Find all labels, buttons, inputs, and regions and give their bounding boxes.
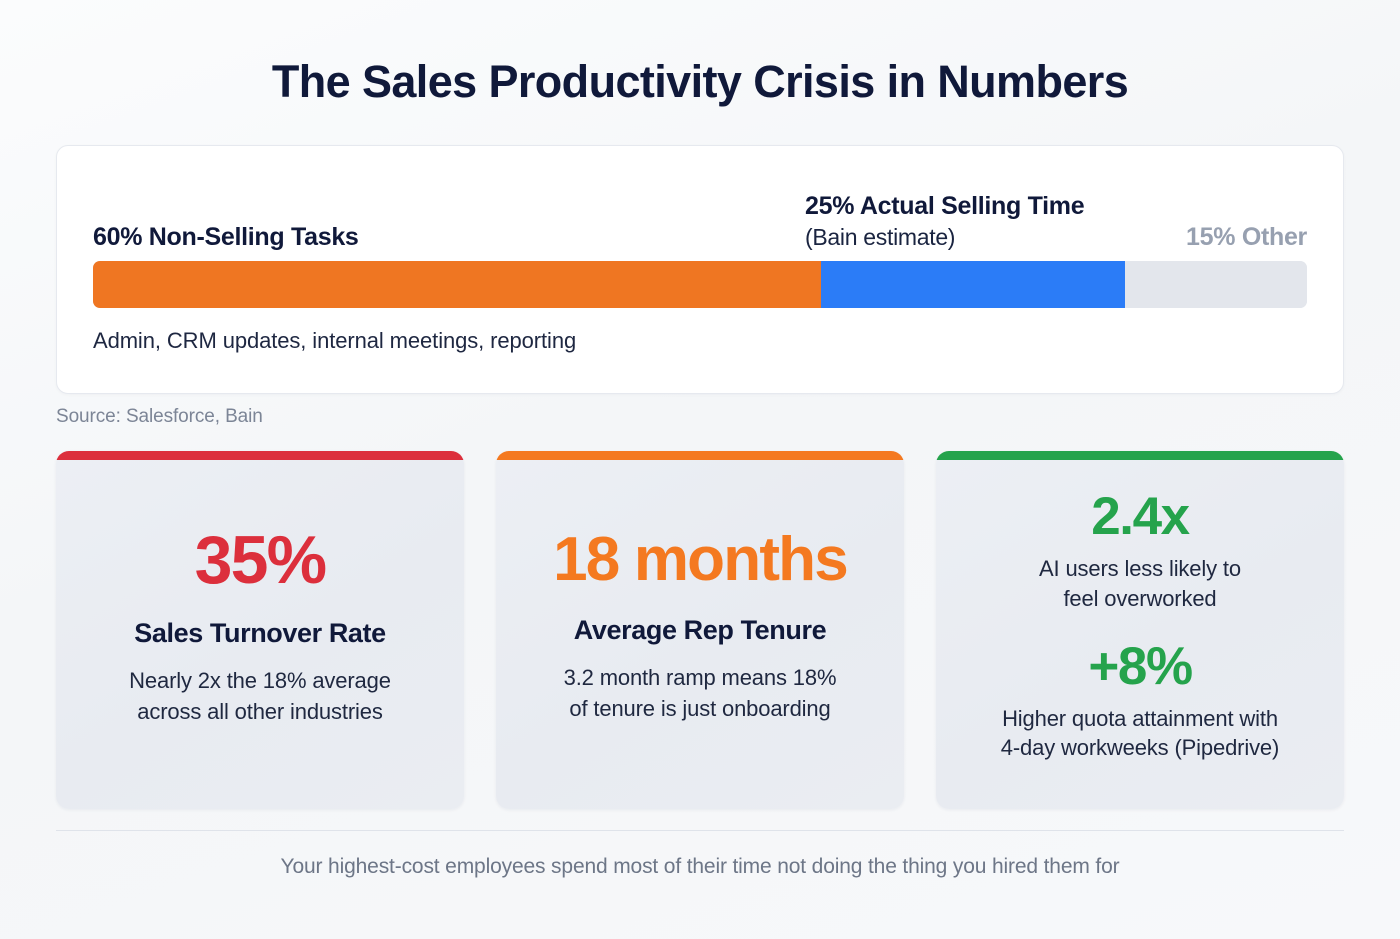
stat-value: 35% xyxy=(194,522,327,599)
mini-stat-description-line1: AI users less likely to xyxy=(1039,556,1241,582)
mini-stat-description: AI users less likely to feel overworked xyxy=(1039,554,1241,613)
stat-description-line1: Nearly 2x the 18% average xyxy=(129,668,391,694)
mini-stat-description: Higher quota attainment with 4-day workw… xyxy=(1000,704,1280,763)
stat-description: 3.2 month ramp means 18% of tenure is ju… xyxy=(564,663,837,724)
mini-stat-value: +8% xyxy=(1088,636,1193,696)
mini-stat-value: 2.4x xyxy=(1091,487,1190,547)
bar-segment-other xyxy=(1124,260,1307,308)
bar-label-non-selling: 60% Non-Selling Tasks xyxy=(93,223,359,251)
stat-label: Average Rep Tenure xyxy=(573,615,827,646)
footer-takeaway: Your highest-cost employees spend most o… xyxy=(280,854,1120,878)
stat-card-turnover: 35% Sales Turnover Rate Nearly 2x the 18… xyxy=(56,450,464,809)
bar-label-other: 15% Other xyxy=(1186,223,1307,251)
stat-card-tenure: 18 months Average Rep Tenure 3.2 month r… xyxy=(496,450,904,809)
bar-label-selling-note: (Bain estimate) xyxy=(805,224,956,250)
bar-label-selling: 25% Actual Selling Time (Bain estimate) xyxy=(805,191,1105,254)
stat-card-ai-upside: 2.4x AI users less likely to feel overwo… xyxy=(936,450,1344,809)
bar-label-row: 60% Non-Selling Tasks 25% Actual Selling… xyxy=(93,176,1307,254)
bar-label-selling-bold: 25% Actual Selling Time xyxy=(805,191,1085,220)
mini-stat-quota-attainment: +8% Higher quota attainment with 4-day w… xyxy=(1000,636,1280,763)
stacked-bar-track xyxy=(93,260,1307,308)
bar-segment-selling xyxy=(821,260,1125,308)
stat-label: Sales Turnover Rate xyxy=(134,618,386,649)
page-title: The Sales Productivity Crisis in Numbers xyxy=(271,56,1129,107)
stat-value: 18 months xyxy=(553,525,849,595)
stat-description: Nearly 2x the 18% average across all oth… xyxy=(129,666,391,727)
mini-stat-description-line2: 4-day workweeks (Pipedrive) xyxy=(1000,735,1280,761)
bar-segment-non-selling xyxy=(93,260,822,308)
time-breakdown-card: 60% Non-Selling Tasks 25% Actual Selling… xyxy=(56,144,1344,394)
stat-description-line1: 3.2 month ramp means 18% xyxy=(563,665,837,691)
bar-caption: Admin, CRM updates, internal meetings, r… xyxy=(93,327,577,353)
mini-stat-description-line1: Higher quota attainment with xyxy=(1002,705,1278,731)
card-accent-bar xyxy=(496,450,904,460)
source-note: Source: Salesforce, Bain xyxy=(56,405,263,427)
stat-card-grid: 35% Sales Turnover Rate Nearly 2x the 18… xyxy=(56,450,1344,809)
card-accent-bar xyxy=(56,450,464,460)
mini-stat-ai-users: 2.4x AI users less likely to feel overwo… xyxy=(1039,490,1241,613)
card-accent-bar xyxy=(936,450,1344,460)
mini-stat-description-line2: feel overworked xyxy=(1063,585,1217,611)
stat-description-line2: across all other industries xyxy=(137,698,383,724)
stat-description-line2: of tenure is just onboarding xyxy=(569,695,831,721)
footer-divider xyxy=(56,829,1344,831)
